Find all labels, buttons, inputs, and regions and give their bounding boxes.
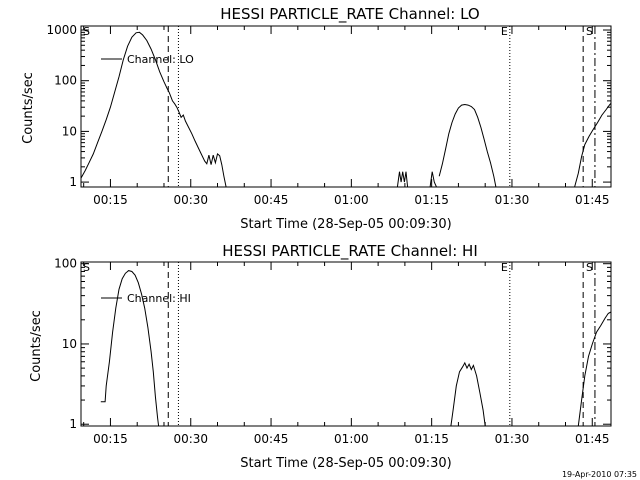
panel-hi-data-line — [100, 270, 160, 427]
panel-hi-legend: Channel: HI — [101, 292, 191, 305]
panel-lo-x-axis-label: Start Time (28-Sep-05 00:09:30) — [240, 217, 451, 232]
panel-hi-title: HESSI PARTICLE_RATE Channel: HI — [222, 242, 478, 261]
panel-hi-x-axis-label: Start Time (28-Sep-05 00:09:30) — [240, 456, 451, 471]
panel-lo-x-tick-label: 01:15 — [414, 193, 449, 207]
panel-hi-marker-label: E — [501, 261, 508, 274]
panel-hi-marker-label: S — [83, 261, 90, 274]
panel-lo-x-tick-label: 00:30 — [173, 193, 208, 207]
panel-lo-x-tick-label: 00:15 — [93, 193, 128, 207]
panel-hi-ticks: 00:15 00:30 00:45 01:00 01:15 01:30 01:45 1 10 10… — [54, 257, 611, 446]
panel-lo-y-axis-label: Counts/sec — [21, 72, 36, 144]
panel-hi-data-line — [450, 361, 486, 427]
panel-hi-x-tick-label: 00:15 — [93, 432, 128, 446]
panel-lo-ticks: 00:15 00:30 00:45 01:00 01:15 01:30 01:45 1 10 10… — [46, 23, 611, 207]
panel-lo-data-line — [574, 102, 612, 188]
panel-hi-x-tick-label: 00:30 — [173, 432, 208, 446]
panel-lo-y-tick-label: 10 — [62, 124, 77, 138]
panel-lo-data-line — [429, 171, 437, 188]
panel-hi-y-tick-label: 100 — [54, 257, 77, 271]
panel-hi-x-tick-label: 01:30 — [495, 432, 530, 446]
panel-hi: HESSI PARTICLE_RATE Channel: HI Counts/s… — [29, 242, 612, 471]
panel-hi-x-tick-label: 01:45 — [575, 432, 610, 446]
panel-hi-series — [100, 270, 612, 427]
panel-lo-legend-label: Channel: LO — [127, 53, 194, 66]
panel-lo-y-tick-label: 1000 — [46, 23, 77, 37]
panel-lo-legend: Channel: LO — [101, 53, 194, 66]
panel-lo-data-line — [396, 171, 409, 188]
panel-lo-y-tick-label: 1 — [69, 175, 77, 189]
panel-lo-series — [80, 31, 612, 188]
panel-lo-data-line — [80, 31, 227, 188]
panel-lo-x-tick-label: 01:00 — [334, 193, 369, 207]
panel-lo-x-tick-label: 00:45 — [254, 193, 289, 207]
panel-lo: HESSI PARTICLE_RATE Channel: LO Counts/s… — [21, 5, 612, 232]
panel-hi-y-axis-label: Counts/sec — [29, 310, 44, 382]
panel-hi-marker-label: S — [586, 261, 593, 274]
panel-lo-marker-label: S — [586, 25, 593, 38]
panel-lo-title: HESSI PARTICLE_RATE Channel: LO — [220, 5, 479, 24]
footer-timestamp: 19-Apr-2010 07:35 — [562, 470, 637, 479]
panel-lo-data-line — [438, 103, 497, 188]
panel-hi-plot-frame — [80, 261, 612, 427]
panel-hi-data-line — [577, 311, 612, 427]
panel-hi-legend-label: Channel: HI — [127, 292, 191, 305]
panel-hi-x-tick-label: 01:00 — [334, 432, 369, 446]
panel-hi-y-tick-label: 10 — [62, 337, 77, 351]
panel-lo-y-tick-label: 100 — [54, 74, 77, 88]
panel-lo-marker-label: S — [83, 25, 90, 38]
panel-lo-marker-label: E — [501, 25, 508, 38]
panel-lo-plot-frame — [80, 25, 612, 188]
panel-hi-x-tick-label: 01:15 — [414, 432, 449, 446]
panel-lo-x-tick-label: 01:45 — [575, 193, 610, 207]
panel-hi-x-tick-label: 00:45 — [254, 432, 289, 446]
panel-hi-y-tick-label: 1 — [69, 417, 77, 431]
panel-lo-x-tick-label: 01:30 — [495, 193, 530, 207]
